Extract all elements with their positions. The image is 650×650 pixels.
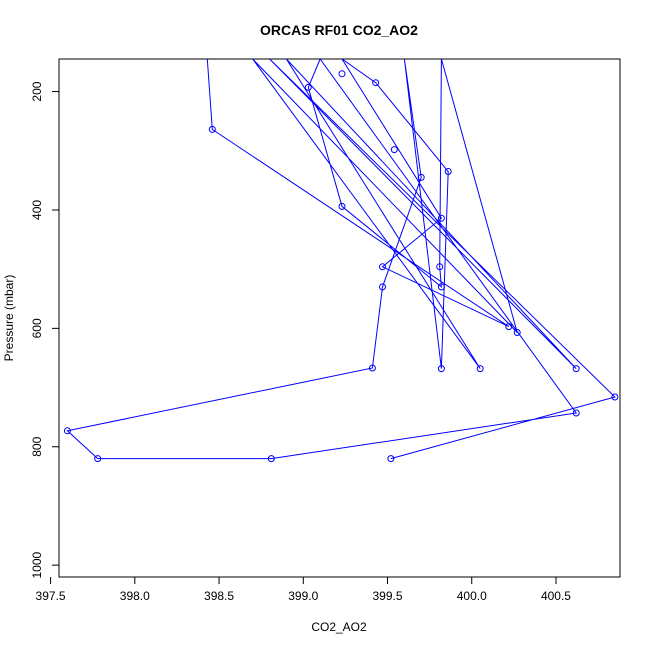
y-tick-label: 800 xyxy=(30,436,44,456)
x-axis-label: CO2_AO2 xyxy=(311,620,367,634)
x-tick-label: 399.0 xyxy=(288,589,318,603)
data-point xyxy=(505,323,513,331)
data-point xyxy=(267,455,275,463)
x-tick-label: 398.0 xyxy=(120,589,150,603)
data-point xyxy=(513,329,521,336)
data-point xyxy=(63,427,71,435)
y-axis-label: Pressure (mbar) xyxy=(2,275,16,362)
y-tick-label: 200 xyxy=(30,81,44,101)
data-point xyxy=(572,365,580,373)
y-tick-label: 400 xyxy=(30,200,44,220)
data-point xyxy=(611,393,619,401)
x-tick-label: 399.5 xyxy=(372,589,402,603)
x-tick-label: 397.5 xyxy=(36,589,66,603)
data-point xyxy=(379,263,386,271)
series-line xyxy=(66,59,616,460)
data-point xyxy=(208,125,216,133)
plot-frame xyxy=(58,58,621,578)
data-point xyxy=(379,283,386,291)
series-layer xyxy=(66,59,616,460)
data-point xyxy=(372,79,380,87)
data-point xyxy=(304,83,312,91)
data-point xyxy=(572,409,580,417)
y-tick-label: 600 xyxy=(30,318,44,338)
data-point xyxy=(390,146,398,154)
data-point xyxy=(444,168,452,175)
chart-title: ORCAS RF01 CO2_AO2 xyxy=(260,22,418,38)
x-tick-label: 400.0 xyxy=(457,589,487,603)
data-point xyxy=(94,455,102,463)
x-tick-label: 400.5 xyxy=(541,589,571,603)
data-point xyxy=(476,365,484,373)
data-point xyxy=(437,283,445,291)
marker-layer xyxy=(63,70,619,463)
data-point xyxy=(338,202,346,210)
x-tick-label: 398.5 xyxy=(204,589,234,603)
data-point xyxy=(338,70,346,78)
data-point xyxy=(387,455,395,463)
data-point xyxy=(417,173,425,181)
x-axis: 397.5 398.0 398.5 399.0 399.5 400.0 400.5 xyxy=(36,577,571,603)
data-point xyxy=(436,263,444,271)
data-point xyxy=(437,365,445,373)
y-axis: 200 400 600 800 1000 xyxy=(30,81,59,579)
y-tick-label: 1000 xyxy=(30,551,44,578)
data-point xyxy=(437,214,445,222)
data-point xyxy=(368,364,376,372)
